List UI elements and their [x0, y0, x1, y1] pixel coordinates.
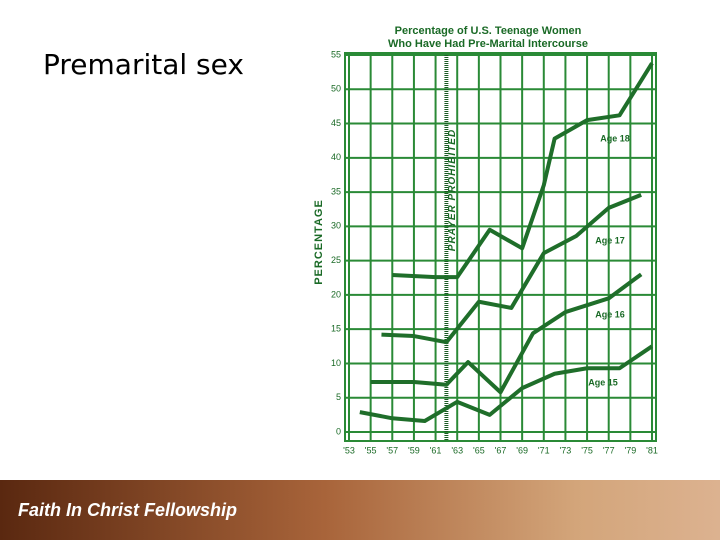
y-tick-label: 15: [331, 324, 341, 334]
x-tick-label: '59: [408, 445, 420, 455]
x-tick-label: '81: [646, 445, 658, 455]
y-axis-label: PERCENTAGE: [313, 199, 325, 285]
series-line: [370, 272, 643, 395]
series-label: Age 17: [595, 235, 625, 245]
series-label: Age 15: [588, 377, 618, 387]
y-tick-label: 40: [331, 152, 341, 162]
x-tick-label: '55: [365, 445, 377, 455]
y-tick-label: 10: [331, 358, 341, 368]
x-tick-label: '67: [495, 445, 507, 455]
series-label: Age 18: [600, 133, 630, 143]
x-tick-label: '71: [538, 445, 550, 455]
y-tick-label: 25: [331, 255, 341, 265]
annotation-label: PRAYER PROHIBITED: [447, 129, 458, 251]
series-line: [381, 192, 642, 345]
x-tick-label: '69: [516, 445, 528, 455]
y-tick-label: 55: [331, 49, 341, 59]
x-tick-label: '65: [473, 445, 485, 455]
x-tick-label: '53: [343, 445, 355, 455]
chart-title: Percentage of U.S. Teenage Women: [395, 25, 582, 37]
slide-title: Premarital sex: [43, 48, 244, 81]
x-tick-label: '57: [386, 445, 398, 455]
chart-title: Who Have Had Pre-Marital Intercourse: [388, 38, 588, 50]
x-tick-label: '61: [430, 445, 442, 455]
footer-text: Faith In Christ Fellowship: [18, 500, 238, 520]
series-label: Age 16: [595, 309, 625, 319]
y-tick-label: 0: [336, 426, 341, 436]
y-tick-label: 20: [331, 289, 341, 299]
y-tick-label: 30: [331, 221, 341, 231]
chart: Percentage of U.S. Teenage Women Who Hav…: [313, 25, 658, 455]
x-tick-label: '63: [451, 445, 463, 455]
y-tick-label: 5: [336, 392, 341, 402]
y-tick-label: 45: [331, 118, 341, 128]
series-line: [359, 344, 654, 424]
series-line: [392, 62, 654, 280]
y-tick-label: 35: [331, 186, 341, 196]
footer-bar: Faith In Christ Fellowship: [0, 480, 720, 540]
x-tick-label: '75: [581, 445, 593, 455]
x-tick-label: '79: [624, 445, 636, 455]
x-tick-label: '73: [560, 445, 572, 455]
y-tick-label: 50: [331, 84, 341, 94]
x-tick-label: '77: [603, 445, 615, 455]
